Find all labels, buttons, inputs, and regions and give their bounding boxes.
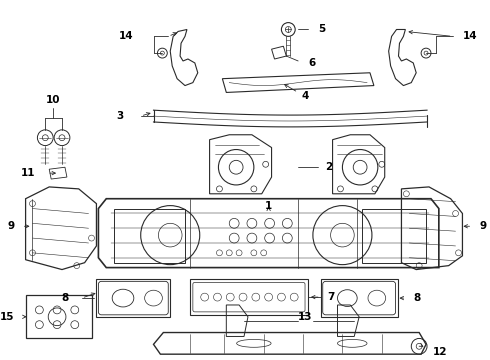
Text: 12: 12 xyxy=(433,347,447,357)
Bar xyxy=(190,279,308,315)
Bar xyxy=(114,208,185,263)
Text: 9: 9 xyxy=(8,221,15,231)
Text: 13: 13 xyxy=(298,312,312,322)
Text: 9: 9 xyxy=(479,221,486,231)
Bar xyxy=(362,208,426,263)
Bar xyxy=(25,295,92,338)
Text: 15: 15 xyxy=(0,312,15,322)
Text: 14: 14 xyxy=(463,31,477,41)
Text: 2: 2 xyxy=(325,162,332,172)
Text: 7: 7 xyxy=(328,292,335,302)
Text: 11: 11 xyxy=(21,168,35,178)
Text: 4: 4 xyxy=(301,91,309,102)
Text: 3: 3 xyxy=(117,111,124,121)
Text: 5: 5 xyxy=(318,24,325,35)
Text: 8: 8 xyxy=(62,293,69,303)
Text: 8: 8 xyxy=(413,293,420,303)
Text: 6: 6 xyxy=(308,58,315,68)
Bar xyxy=(97,279,170,317)
Bar xyxy=(321,279,397,317)
Text: 10: 10 xyxy=(46,95,60,105)
Text: 14: 14 xyxy=(119,31,134,41)
Text: 1: 1 xyxy=(265,201,272,211)
